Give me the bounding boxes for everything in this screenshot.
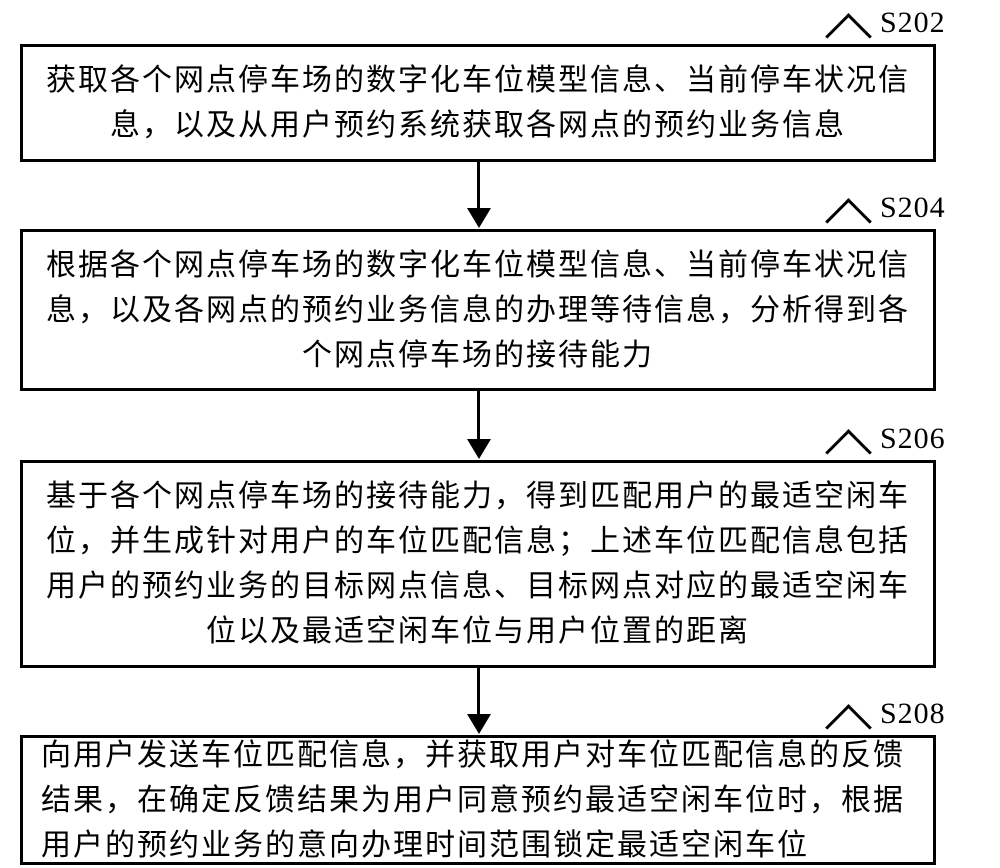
step-text: 基于各个网点停车场的接待能力，得到匹配用户的最适空闲车位，并生成针对用户的车位匹…	[41, 474, 915, 654]
arrow-down-icon	[467, 714, 491, 734]
step-label-s206: S206	[880, 422, 946, 456]
arrow-shaft	[477, 162, 480, 208]
step-label-s208: S208	[880, 697, 946, 731]
step-box-s208: 向用户发送车位匹配信息，并获取用户对车位匹配信息的反馈结果，在确定反馈结果为用户…	[20, 735, 936, 865]
arrow-down-icon	[467, 439, 491, 459]
step-box-s204: 根据各个网点停车场的数字化车位模型信息、当前停车状况信息，以及各网点的预约业务信…	[20, 229, 936, 391]
arrow-shaft	[477, 391, 480, 439]
step-label-s202: S202	[880, 6, 946, 40]
step-box-s206: 基于各个网点停车场的接待能力，得到匹配用户的最适空闲车位，并生成针对用户的车位匹…	[20, 460, 936, 668]
arrow-shaft	[477, 668, 480, 714]
step-text: 获取各个网点停车场的数字化车位模型信息、当前停车状况信息，以及从用户预约系统获取…	[41, 58, 915, 148]
step-text: 向用户发送车位匹配信息，并获取用户对车位匹配信息的反馈结果，在确定反馈结果为用户…	[41, 733, 915, 868]
step-label-s204: S204	[880, 191, 946, 225]
step-text: 根据各个网点停车场的数字化车位模型信息、当前停车状况信息，以及各网点的预约业务信…	[41, 243, 915, 378]
step-box-s202: 获取各个网点停车场的数字化车位模型信息、当前停车状况信息，以及从用户预约系统获取…	[20, 44, 936, 162]
flowchart-canvas: S202 获取各个网点停车场的数字化车位模型信息、当前停车状况信息，以及从用户预…	[0, 0, 1000, 867]
arrow-down-icon	[467, 208, 491, 228]
